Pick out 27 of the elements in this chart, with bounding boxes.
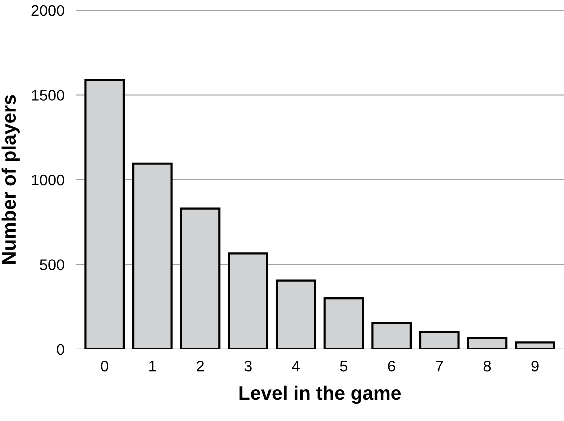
bar [228, 252, 269, 350]
y-axis-title: Number of players [2, 95, 20, 264]
x-tick-label: 4 [292, 361, 300, 372]
bar [467, 337, 508, 350]
x-tick-label: 7 [436, 361, 444, 372]
x-tick-label: 0 [101, 360, 108, 372]
bar [324, 298, 364, 350]
bar [419, 331, 460, 350]
y-tick-label: 1000 [32, 174, 64, 186]
bar [84, 78, 126, 350]
x-tick-label: 8 [484, 360, 492, 372]
x-tick-label: 9 [532, 360, 539, 372]
x-tick-label: 5 [340, 361, 348, 372]
x-tick-label: 6 [388, 360, 396, 372]
x-tick-label: 2 [197, 360, 204, 372]
bar [372, 322, 412, 350]
bar [180, 208, 221, 350]
y-tick-label: 2000 [32, 5, 64, 16]
bar [132, 162, 173, 350]
y-tick-label: 1500 [32, 90, 64, 101]
y-tick-label: 0 [57, 344, 64, 356]
x-tick-label: 3 [244, 360, 252, 372]
x-tick-label: 1 [150, 361, 156, 372]
x-axis-title: Level in the game [240, 386, 401, 404]
bar [276, 280, 316, 350]
y-tick-label: 500 [40, 260, 64, 270]
bar [515, 342, 556, 350]
